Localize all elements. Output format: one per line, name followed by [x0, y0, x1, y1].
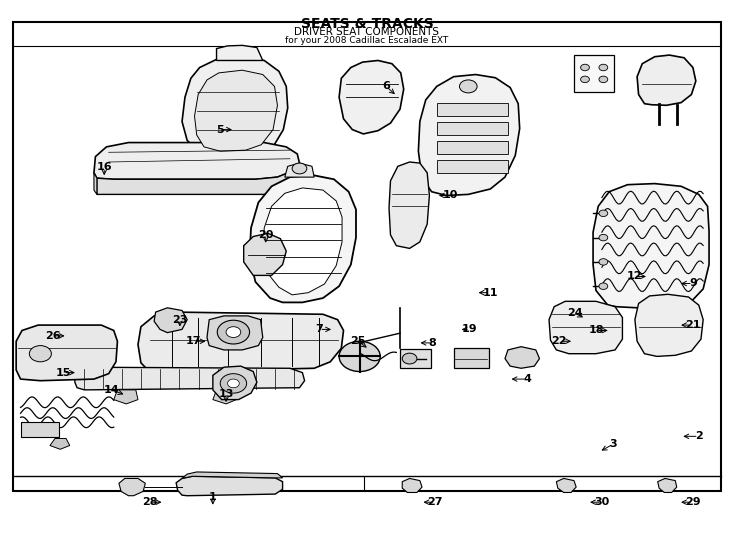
Polygon shape — [154, 308, 187, 333]
Text: 15: 15 — [56, 368, 70, 377]
Text: 24: 24 — [567, 308, 583, 318]
Bar — [437, 122, 508, 135]
Text: 8: 8 — [429, 338, 436, 348]
Text: 19: 19 — [462, 325, 478, 334]
Text: 21: 21 — [685, 320, 701, 330]
Polygon shape — [217, 45, 263, 60]
Circle shape — [217, 320, 250, 344]
Text: for your 2008 Cadillac Escalade EXT: for your 2008 Cadillac Escalade EXT — [286, 36, 448, 45]
Circle shape — [226, 327, 241, 338]
Circle shape — [599, 76, 608, 83]
Circle shape — [459, 80, 477, 93]
Bar — [437, 160, 508, 173]
Polygon shape — [637, 55, 696, 105]
Circle shape — [29, 346, 51, 362]
Text: 28: 28 — [142, 497, 158, 507]
Text: SEATS & TRACKS: SEATS & TRACKS — [301, 17, 433, 31]
Polygon shape — [244, 233, 286, 275]
Bar — [21, 422, 59, 437]
Polygon shape — [94, 143, 299, 179]
Polygon shape — [549, 301, 622, 354]
Text: 5: 5 — [217, 125, 224, 134]
Text: 26: 26 — [45, 331, 61, 341]
Polygon shape — [285, 163, 314, 177]
Polygon shape — [635, 294, 703, 356]
Bar — [454, 348, 489, 368]
Polygon shape — [593, 184, 709, 308]
Text: 10: 10 — [443, 191, 458, 200]
Polygon shape — [505, 347, 539, 368]
Polygon shape — [213, 390, 236, 404]
Text: 27: 27 — [427, 497, 443, 507]
Polygon shape — [418, 75, 520, 195]
Polygon shape — [75, 367, 305, 390]
Text: 18: 18 — [588, 326, 604, 335]
Circle shape — [292, 163, 307, 174]
Text: 4: 4 — [523, 374, 531, 384]
Circle shape — [228, 379, 239, 388]
Circle shape — [599, 64, 608, 71]
Polygon shape — [176, 476, 283, 496]
Text: 16: 16 — [96, 163, 112, 172]
Polygon shape — [182, 472, 283, 478]
Text: 20: 20 — [258, 230, 273, 240]
Polygon shape — [402, 478, 422, 492]
Text: 14: 14 — [103, 385, 120, 395]
Text: 29: 29 — [685, 497, 701, 507]
Polygon shape — [119, 478, 145, 496]
Circle shape — [599, 234, 608, 241]
Circle shape — [402, 353, 417, 364]
Text: 12: 12 — [626, 272, 642, 281]
Text: 6: 6 — [382, 82, 390, 91]
Text: 2: 2 — [695, 431, 702, 441]
Polygon shape — [339, 60, 404, 134]
Text: 25: 25 — [351, 336, 366, 346]
Circle shape — [599, 259, 608, 265]
Text: 17: 17 — [186, 336, 202, 346]
Text: 22: 22 — [551, 336, 567, 346]
Bar — [437, 141, 508, 154]
Text: 3: 3 — [610, 439, 617, 449]
Text: 30: 30 — [595, 497, 609, 507]
Polygon shape — [114, 390, 138, 404]
Polygon shape — [195, 70, 277, 151]
Polygon shape — [207, 316, 263, 350]
Polygon shape — [250, 175, 356, 302]
Polygon shape — [556, 478, 576, 492]
Polygon shape — [389, 162, 429, 248]
Polygon shape — [94, 173, 97, 194]
Text: 9: 9 — [689, 279, 697, 288]
Polygon shape — [138, 312, 344, 373]
Circle shape — [599, 210, 608, 217]
Bar — [400, 349, 431, 368]
Circle shape — [339, 341, 380, 372]
Circle shape — [581, 76, 589, 83]
Polygon shape — [182, 57, 288, 159]
Bar — [13, 22, 721, 491]
Polygon shape — [658, 478, 677, 492]
Text: 1: 1 — [209, 492, 217, 502]
Bar — [574, 55, 614, 92]
Text: 13: 13 — [219, 389, 233, 399]
Circle shape — [220, 374, 247, 393]
Text: 23: 23 — [172, 315, 187, 325]
Circle shape — [599, 283, 608, 289]
Polygon shape — [50, 438, 70, 449]
Polygon shape — [213, 366, 257, 400]
Polygon shape — [263, 188, 342, 295]
Polygon shape — [16, 325, 117, 381]
Polygon shape — [97, 163, 299, 194]
Circle shape — [581, 64, 589, 71]
Text: 7: 7 — [316, 325, 323, 334]
Text: 11: 11 — [482, 288, 498, 298]
Bar — [437, 103, 508, 116]
Text: DRIVER SEAT COMPONENTS: DRIVER SEAT COMPONENTS — [294, 28, 440, 37]
